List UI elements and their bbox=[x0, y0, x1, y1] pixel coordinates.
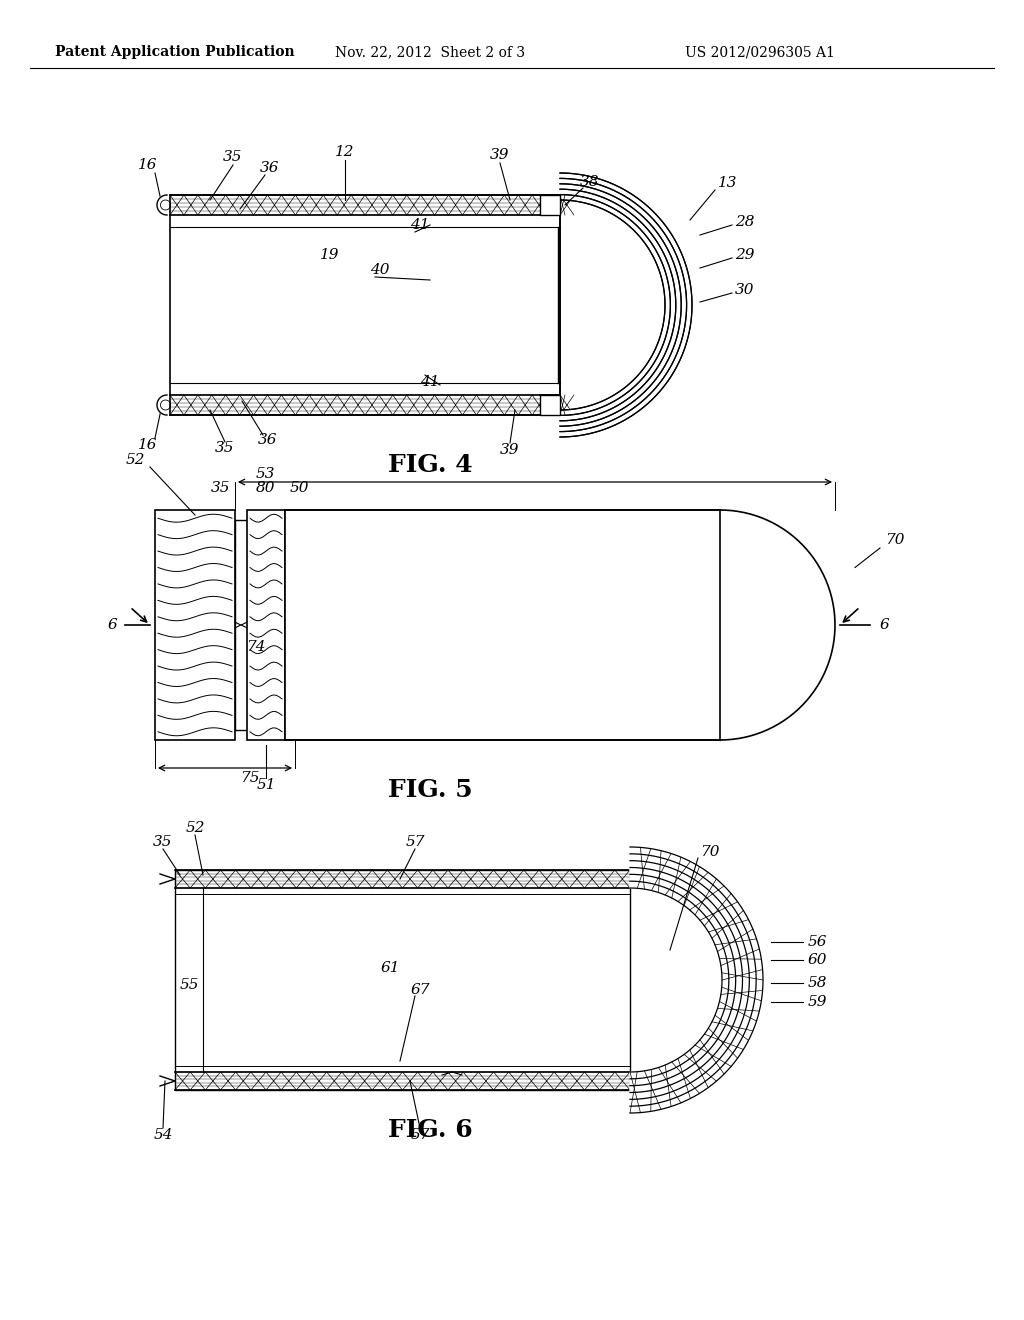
Text: 75: 75 bbox=[241, 771, 260, 785]
Text: 35: 35 bbox=[223, 150, 243, 164]
Text: 56: 56 bbox=[808, 935, 827, 949]
Text: 35: 35 bbox=[215, 441, 234, 455]
Text: 6: 6 bbox=[880, 618, 890, 632]
Text: 51: 51 bbox=[256, 777, 275, 792]
Text: 54: 54 bbox=[154, 1129, 173, 1142]
Bar bbox=[175, 870, 630, 1090]
Text: Nov. 22, 2012  Sheet 2 of 3: Nov. 22, 2012 Sheet 2 of 3 bbox=[335, 45, 525, 59]
Text: 60: 60 bbox=[808, 953, 827, 968]
Text: 28: 28 bbox=[735, 215, 755, 228]
Bar bbox=[247, 510, 285, 741]
Polygon shape bbox=[560, 173, 692, 437]
Text: 57: 57 bbox=[411, 1129, 430, 1142]
Text: 57: 57 bbox=[406, 836, 425, 849]
Text: 19: 19 bbox=[321, 248, 340, 261]
Text: 29: 29 bbox=[735, 248, 755, 261]
Text: 52: 52 bbox=[185, 821, 205, 836]
Bar bbox=[285, 510, 720, 741]
Text: Patent Application Publication: Patent Application Publication bbox=[55, 45, 295, 59]
Text: 55: 55 bbox=[179, 978, 199, 993]
Text: 41: 41 bbox=[420, 375, 439, 389]
Text: 35: 35 bbox=[211, 480, 230, 495]
Text: 59: 59 bbox=[808, 995, 827, 1008]
Text: 39: 39 bbox=[490, 148, 510, 162]
Bar bbox=[540, 195, 560, 215]
Text: 13: 13 bbox=[718, 176, 737, 190]
Polygon shape bbox=[630, 847, 763, 1113]
Polygon shape bbox=[157, 195, 167, 215]
Text: 70: 70 bbox=[700, 845, 720, 859]
Text: FIG. 6: FIG. 6 bbox=[388, 1118, 472, 1142]
Text: 16: 16 bbox=[138, 438, 158, 451]
Text: 30: 30 bbox=[735, 282, 755, 297]
Polygon shape bbox=[720, 510, 835, 741]
Text: 80: 80 bbox=[256, 480, 275, 495]
Text: 53: 53 bbox=[255, 467, 274, 480]
Text: 12: 12 bbox=[335, 145, 354, 158]
Text: 6: 6 bbox=[108, 618, 117, 632]
Bar bbox=[540, 395, 560, 414]
Text: 58: 58 bbox=[808, 975, 827, 990]
Text: FIG. 4: FIG. 4 bbox=[388, 453, 472, 477]
Text: 41: 41 bbox=[411, 218, 430, 232]
Text: 35: 35 bbox=[154, 836, 173, 849]
Text: 16: 16 bbox=[138, 158, 158, 172]
Text: US 2012/0296305 A1: US 2012/0296305 A1 bbox=[685, 45, 835, 59]
Text: 67: 67 bbox=[411, 983, 430, 997]
Text: FIG. 5: FIG. 5 bbox=[388, 777, 472, 803]
Text: 36: 36 bbox=[258, 433, 278, 447]
Text: 39: 39 bbox=[501, 444, 520, 457]
Text: 61: 61 bbox=[380, 961, 399, 975]
Text: 36: 36 bbox=[260, 161, 280, 176]
Text: 70: 70 bbox=[885, 533, 904, 546]
Text: 50: 50 bbox=[290, 480, 309, 495]
Text: 74: 74 bbox=[246, 640, 266, 653]
Text: 38: 38 bbox=[581, 176, 600, 189]
Bar bbox=[170, 195, 560, 414]
Text: 40: 40 bbox=[371, 263, 390, 277]
Text: 52: 52 bbox=[126, 453, 145, 467]
Polygon shape bbox=[157, 395, 167, 414]
Bar bbox=[155, 510, 234, 741]
